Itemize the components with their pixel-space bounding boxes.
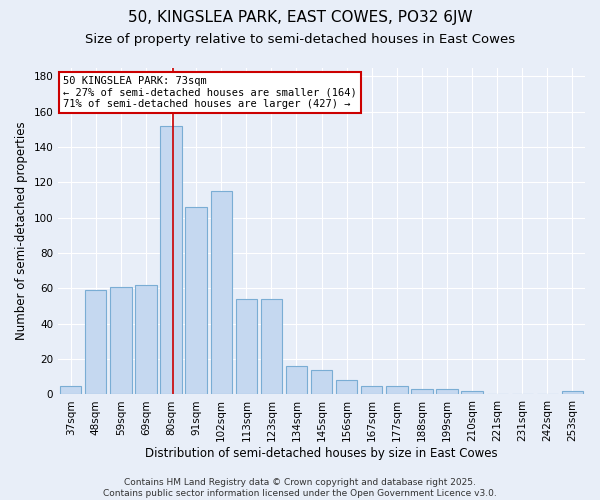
Text: 50 KINGSLEA PARK: 73sqm
← 27% of semi-detached houses are smaller (164)
71% of s: 50 KINGSLEA PARK: 73sqm ← 27% of semi-de… (64, 76, 357, 109)
Text: 50, KINGSLEA PARK, EAST COWES, PO32 6JW: 50, KINGSLEA PARK, EAST COWES, PO32 6JW (128, 10, 472, 25)
Bar (286, 366, 307, 394)
X-axis label: Distribution of semi-detached houses by size in East Cowes: Distribution of semi-detached houses by … (145, 447, 498, 460)
Bar (411, 389, 433, 394)
Bar (386, 386, 407, 394)
Bar (160, 126, 182, 394)
Bar (311, 370, 332, 394)
Bar (85, 290, 106, 395)
Text: Contains HM Land Registry data © Crown copyright and database right 2025.
Contai: Contains HM Land Registry data © Crown c… (103, 478, 497, 498)
Bar (336, 380, 358, 394)
Bar (261, 299, 282, 394)
Bar (185, 207, 207, 394)
Y-axis label: Number of semi-detached properties: Number of semi-detached properties (15, 122, 28, 340)
Bar (461, 391, 483, 394)
Bar (236, 299, 257, 394)
Bar (60, 386, 82, 394)
Bar (136, 285, 157, 395)
Text: Size of property relative to semi-detached houses in East Cowes: Size of property relative to semi-detach… (85, 32, 515, 46)
Bar (436, 389, 458, 394)
Bar (562, 391, 583, 394)
Bar (211, 191, 232, 394)
Bar (110, 286, 131, 395)
Bar (361, 386, 382, 394)
